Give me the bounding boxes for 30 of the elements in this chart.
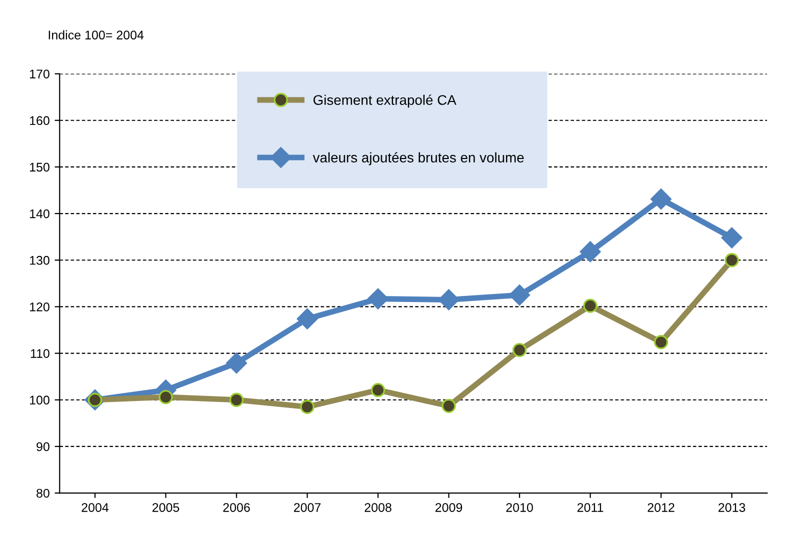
- x-tick-label: 2013: [718, 503, 746, 512]
- y-tick-label: 80: [36, 488, 50, 498]
- x-tick-label: 2006: [223, 503, 250, 512]
- y-tick-label: 130: [30, 256, 50, 265]
- x-tick-label: 2005: [152, 503, 180, 512]
- point: [509, 284, 530, 306]
- y-tick-label: 90: [36, 442, 50, 452]
- x-tick-label: 2011: [577, 503, 604, 512]
- x-tick-label: 2008: [364, 503, 392, 512]
- y-tick-label: 110: [30, 349, 50, 358]
- point: [650, 188, 672, 210]
- legend-label: valeurs ajoutées brutes en volume: [312, 152, 524, 166]
- x-tick-label: 2009: [436, 503, 462, 512]
- x-tick-label: 2012: [648, 503, 674, 512]
- y-tick-label: 170: [30, 70, 50, 78]
- text: Indice 100= 2004: [48, 30, 144, 40]
- y-tick-label: 160: [30, 116, 50, 126]
- x-tick-label: 2010: [506, 503, 533, 512]
- point: [296, 308, 318, 330]
- point: [580, 241, 601, 262]
- point: [226, 352, 248, 374]
- y-tick-label: 150: [30, 162, 50, 172]
- y-tick-label: 100: [30, 396, 50, 405]
- x-tick-label: 2004: [82, 503, 109, 512]
- legend-label: Gisement extrapolé CA: [314, 94, 456, 108]
- x-tick-label: 2007: [294, 503, 321, 512]
- point: [721, 227, 742, 248]
- point: [438, 289, 460, 310]
- y-tick-label: 120: [30, 302, 50, 312]
- y-tick-label: 140: [30, 209, 50, 218]
